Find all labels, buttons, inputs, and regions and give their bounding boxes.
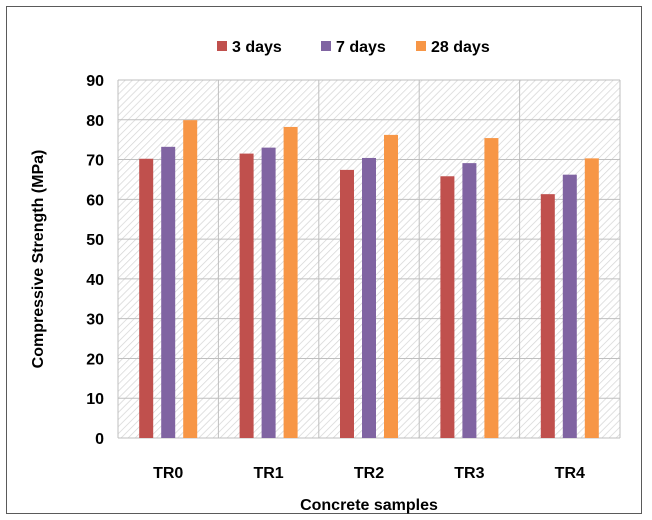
bar-tr0-7-days (161, 146, 176, 438)
x-axis-title: Concrete samples (300, 497, 438, 514)
bar-tr4-28-days (584, 158, 599, 438)
legend-swatch (321, 41, 331, 51)
bar-tr0-28-days (183, 120, 198, 439)
bars (139, 120, 599, 439)
y-tick-label: 40 (86, 272, 104, 289)
legend-label: 28 days (431, 39, 490, 56)
legend-swatch (416, 41, 426, 51)
x-tick-label: TR1 (253, 465, 283, 482)
bar-tr2-3-days (340, 169, 354, 439)
y-tick-label: 90 (86, 73, 104, 90)
legend-item: 7 days (321, 39, 386, 56)
y-tick-label: 80 (86, 113, 104, 130)
bar-tr0-3-days (139, 158, 154, 438)
x-tick-label: TR2 (354, 465, 384, 482)
bar-tr3-3-days (440, 176, 455, 439)
y-tick-label: 60 (86, 192, 104, 209)
y-axis-title: Compressive Strength (MPa) (30, 150, 47, 369)
y-axis-ticks: 0 10 20 30 40 50 60 70 80 90 (86, 73, 104, 448)
x-tick-label: TR0 (153, 465, 183, 482)
chart-svg: 3 days 7 days 28 days 0102030405060708090 … (30, 39, 621, 514)
x-tick-label: TR4 (555, 465, 585, 482)
bar-tr4-7-days (562, 174, 577, 438)
bar-tr1-7-days (261, 147, 276, 438)
bar-tr3-28-days (484, 138, 499, 438)
x-tick-label: TR3 (454, 465, 484, 482)
legend-label: 7 days (336, 39, 386, 56)
y-tick-label: 50 (86, 232, 104, 249)
bar-tr1-3-days (239, 153, 254, 439)
bar-tr3-7-days (462, 163, 477, 438)
legend-label: 3 days (232, 39, 282, 56)
bar-tr4-3-days (540, 194, 555, 438)
chart-frame: 3 days 7 days 28 days 0 10 20 30 40 50 60 70 80 90 … (6, 6, 642, 514)
bar-tr2-7-days (362, 157, 376, 438)
y-tick-label: 0 (95, 431, 104, 448)
x-axis-ticks: TR0 TR1 TR2 TR3 TR4 (153, 465, 585, 482)
legend: 3 days 7 days 28 days (217, 39, 490, 56)
legend-swatch (217, 41, 227, 51)
bar-tr1-28-days (283, 126, 298, 438)
y-tick-label: 30 (86, 312, 104, 329)
legend-item: 3 days (217, 39, 282, 56)
legend-item: 28 days (416, 39, 490, 56)
bar-tr2-28-days (384, 134, 398, 438)
y-tick-label: 20 (86, 351, 104, 368)
y-tick-label: 70 (86, 153, 104, 170)
y-tick-label: 10 (86, 391, 104, 408)
